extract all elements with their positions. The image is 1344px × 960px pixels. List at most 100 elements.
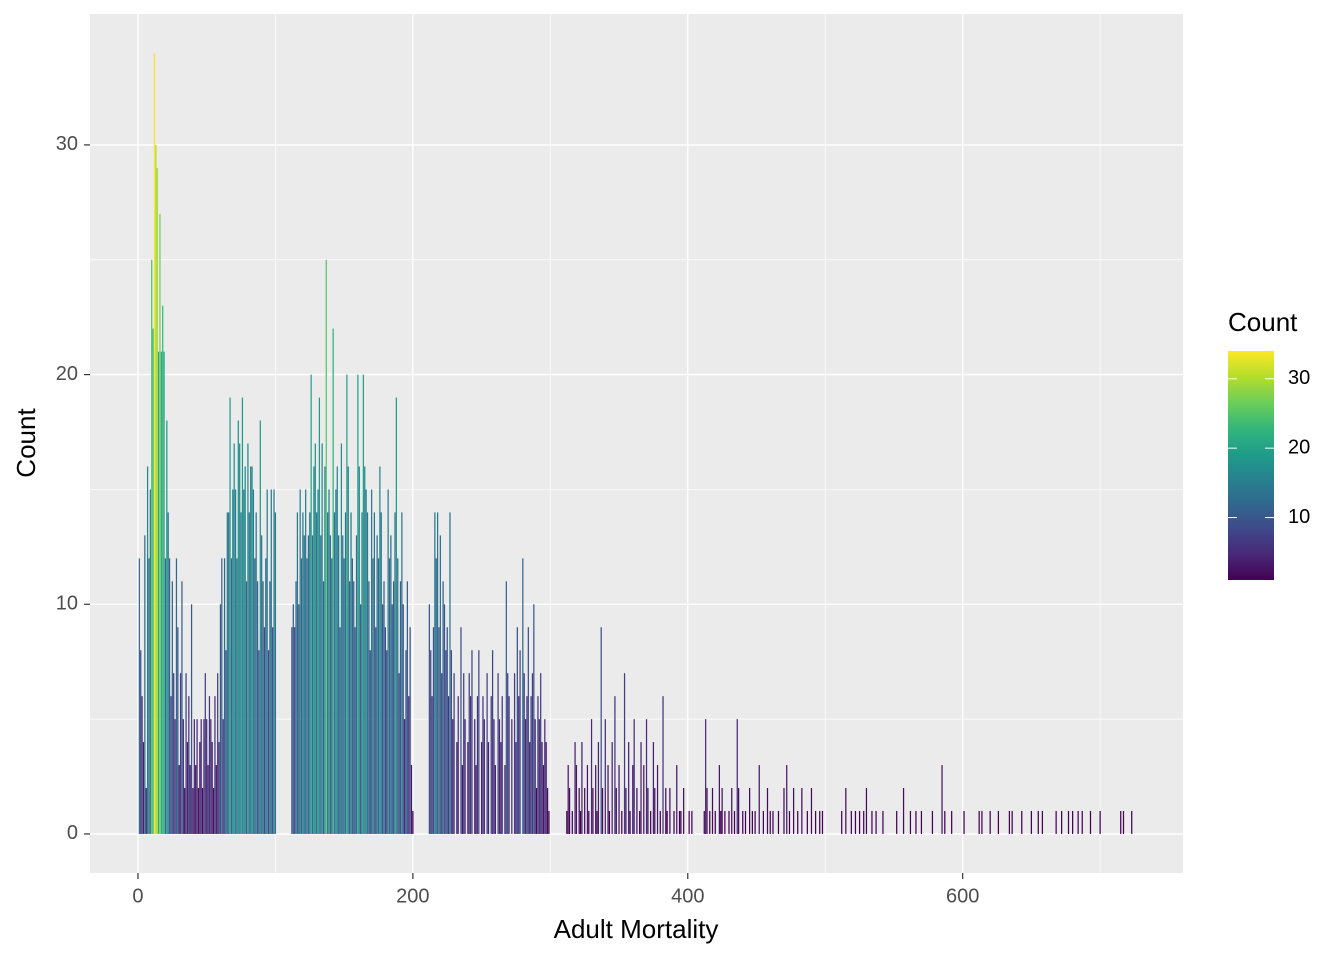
bar: [493, 719, 495, 834]
bar: [728, 810, 730, 834]
bar: [196, 719, 198, 834]
bar: [607, 765, 609, 834]
bar: [736, 719, 738, 834]
bar: [453, 673, 455, 834]
bar: [639, 810, 641, 834]
bar: [676, 765, 678, 834]
bar: [545, 742, 547, 834]
bar: [372, 558, 374, 834]
bar: [519, 650, 521, 834]
bar: [632, 765, 634, 834]
bar: [1037, 810, 1039, 834]
bar: [467, 742, 469, 834]
bar: [207, 765, 209, 834]
bar: [858, 810, 861, 834]
bar: [909, 810, 912, 834]
bar: [721, 788, 723, 834]
bar: [457, 696, 459, 834]
bar: [449, 512, 451, 834]
bar: [266, 489, 268, 834]
bar: [650, 810, 652, 834]
bar: [430, 650, 432, 834]
bar: [397, 558, 399, 834]
bar: [508, 696, 510, 834]
bar: [184, 788, 186, 834]
bar: [398, 673, 400, 834]
bar: [305, 489, 307, 834]
bar: [377, 558, 380, 834]
bar: [258, 650, 260, 834]
bar: [810, 788, 813, 834]
bar: [515, 742, 517, 834]
bar: [705, 719, 707, 834]
y-tick-label: 0: [67, 822, 78, 844]
bar: [375, 627, 377, 834]
bar: [1099, 810, 1101, 834]
bar: [406, 581, 408, 834]
bar: [178, 765, 180, 834]
bar: [882, 810, 884, 834]
bar: [474, 719, 476, 834]
bar: [182, 719, 184, 834]
bar: [173, 673, 175, 834]
bar: [333, 512, 336, 834]
bar: [706, 788, 708, 834]
bar: [447, 696, 450, 834]
bar: [344, 512, 347, 834]
bar: [720, 810, 722, 834]
bar: [428, 604, 430, 834]
bar: [328, 489, 330, 834]
bar: [751, 810, 753, 834]
bar: [542, 765, 545, 834]
bar: [310, 374, 312, 834]
bar: [452, 719, 454, 834]
bar: [460, 627, 462, 834]
bar: [324, 466, 326, 834]
bar: [272, 627, 274, 834]
bar: [718, 765, 721, 834]
bar: [343, 558, 345, 834]
bar: [777, 810, 780, 834]
bar: [762, 810, 764, 834]
bar: [439, 535, 441, 834]
bar: [390, 535, 392, 834]
bar: [819, 810, 821, 834]
bar: [581, 742, 583, 834]
bar: [214, 696, 216, 834]
bar: [494, 765, 496, 834]
bar: [1061, 810, 1063, 834]
bar: [574, 742, 576, 834]
bar: [394, 512, 396, 834]
bar: [353, 581, 355, 834]
bar: [314, 443, 316, 834]
bar: [654, 788, 656, 834]
bar: [524, 719, 527, 834]
bar: [212, 788, 215, 834]
bar: [379, 466, 381, 834]
bar: [920, 810, 923, 834]
legend-colorbar: [1228, 351, 1274, 580]
bar: [446, 627, 448, 834]
bar: [296, 512, 299, 834]
bar: [566, 810, 568, 834]
bar: [629, 810, 631, 834]
bar: [505, 581, 507, 834]
bar: [329, 535, 332, 834]
bar: [600, 627, 602, 834]
bar: [526, 696, 528, 834]
bar: [298, 604, 300, 834]
bar: [978, 810, 980, 834]
bar: [478, 650, 480, 834]
bar: [171, 581, 173, 834]
bar: [144, 535, 146, 834]
bar: [548, 810, 550, 834]
bar: [239, 443, 241, 834]
bar: [309, 512, 311, 834]
bar: [683, 788, 685, 834]
bar: [138, 558, 140, 834]
bar: [951, 810, 953, 834]
bar: [541, 742, 543, 834]
bar: [360, 604, 362, 834]
bar: [845, 788, 847, 834]
